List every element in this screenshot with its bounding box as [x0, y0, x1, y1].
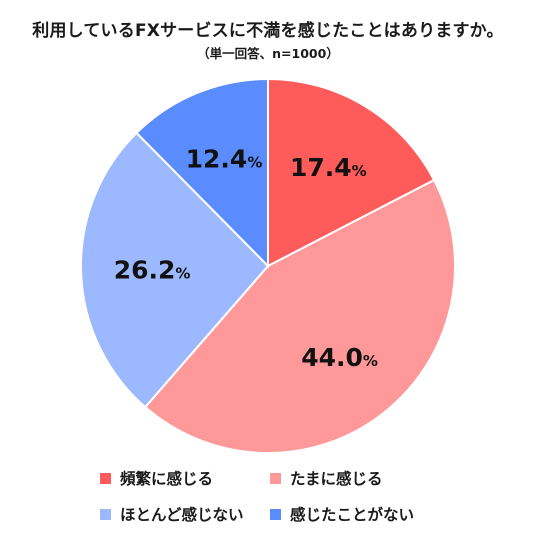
slice-value: 17.4: [290, 153, 352, 182]
pie-slices: [80, 77, 456, 455]
legend-swatch: [270, 508, 281, 520]
slice-label-sometimes: 44.0%: [301, 343, 378, 372]
legend-label: 感じたことがない: [290, 506, 415, 524]
slice-unit: %: [247, 154, 262, 172]
slice-value: 26.2: [114, 256, 176, 285]
slice-unit: %: [352, 162, 367, 180]
legend-label: たまに感じる: [290, 470, 383, 488]
chart-subtitle: （単一回答、n=1000）: [197, 46, 339, 61]
slice-sometimes: [143, 178, 456, 455]
slice-value: 44.0: [301, 343, 363, 372]
legend-swatch: [270, 472, 281, 484]
legend-item-never: 感じたことがない: [270, 504, 414, 524]
legend-swatch: [100, 508, 111, 520]
slice-never: [135, 77, 269, 269]
slice-value: 12.4: [186, 145, 248, 174]
legend-item-rarely: ほとんど感じない: [100, 504, 244, 524]
slice-label-rarely: 26.2%: [114, 256, 191, 285]
legend-label: 頻繁に感じる: [120, 470, 214, 488]
slice-unit: %: [175, 265, 190, 283]
chart-title: 利用しているFXサービスに不満を感じたことはありますか。: [32, 21, 504, 41]
legend-swatch: [100, 472, 111, 484]
legend-item-sometimes: たまに感じる: [270, 468, 383, 488]
legend-item-frequently: 頻繁に感じる: [100, 468, 213, 488]
slice-rarely: [80, 131, 270, 409]
slice-label-frequently: 17.4%: [290, 153, 367, 182]
slice-frequently: [267, 77, 436, 268]
pie-slice-labels: 17.4%44.0%26.2%12.4%: [114, 145, 378, 373]
slice-unit: %: [363, 352, 378, 370]
slice-label-never: 12.4%: [186, 145, 263, 174]
legend-label: ほとんど感じない: [120, 506, 244, 524]
